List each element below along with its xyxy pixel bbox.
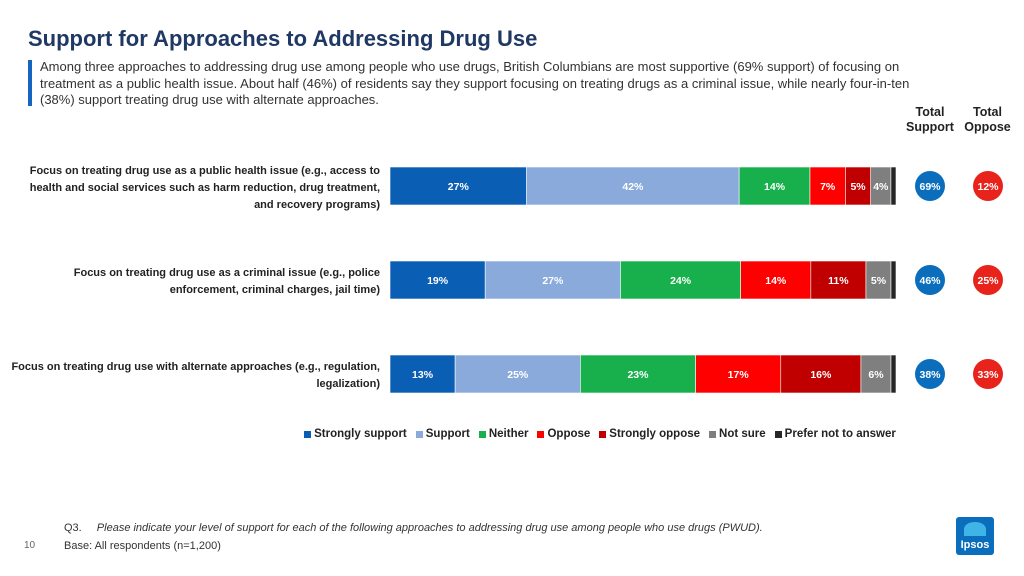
- legend-item-support: Support: [415, 428, 470, 440]
- question-footnote: Q3. Please indicate your level of suppor…: [64, 522, 763, 534]
- legend-label-strongly-support: Strongly support: [314, 428, 407, 440]
- bar-alternate-strongly-oppose: [780, 354, 862, 394]
- row-label-public-health: Focus on treating drug use as a public h…: [29, 165, 380, 211]
- bar-label-alternate-support: 25%: [507, 369, 529, 381]
- legend-swatch-strongly-oppose: [599, 430, 607, 438]
- bar-label-public-health-strongly-oppose: 5%: [850, 181, 866, 193]
- bar-label-criminal-strongly-support: 19%: [427, 275, 449, 287]
- total-support-value-public-health: 69%: [919, 181, 941, 193]
- legend-label-strongly-oppose: Strongly oppose: [609, 428, 701, 440]
- legend-item-strongly-oppose: Strongly oppose: [599, 428, 700, 440]
- legend-swatch-neither: [478, 430, 486, 438]
- chart-legend: Strongly support Support Neither Oppose Stro…: [300, 428, 900, 440]
- legend-label-support: Support: [425, 428, 470, 440]
- accent-bar: [28, 60, 32, 106]
- bar-criminal-prefer-not-to-answer: [890, 260, 897, 300]
- page-subtitle: Among three approaches to addressing dru…: [40, 59, 910, 107]
- total-oppose-circle-alternate: [973, 359, 1003, 389]
- bar-criminal-support: [484, 260, 621, 300]
- bar-public-health-strongly-support: [389, 166, 527, 206]
- bar-alternate-not-sure: [860, 354, 892, 394]
- legend-label-oppose: Oppose: [547, 428, 591, 440]
- bar-label-public-health-support: 42%: [622, 181, 644, 193]
- legend-swatch-support: [415, 430, 423, 438]
- bar-label-criminal-neither: 24%: [670, 275, 692, 287]
- ipsos-logo: Ipsos: [956, 517, 994, 555]
- legend-item-neither: Neither: [478, 428, 529, 440]
- bar-label-criminal-not-sure: 5%: [871, 275, 887, 287]
- bar-criminal-strongly-support: [389, 260, 486, 300]
- bar-public-health-prefer-not-to-answer: [890, 166, 897, 206]
- bar-label-public-health-strongly-support: 27%: [448, 181, 470, 193]
- logo-text: Ipsos: [960, 539, 990, 551]
- bar-criminal-strongly-oppose: [810, 260, 867, 300]
- bar-label-criminal-strongly-oppose: 11%: [828, 275, 849, 287]
- bar-label-alternate-strongly-support: 13%: [412, 369, 434, 381]
- total-oppose-value-public-health: 12%: [977, 181, 999, 193]
- total-support-circle-criminal: [915, 265, 945, 295]
- page-number: 10: [24, 540, 36, 551]
- legend-swatch-oppose: [537, 430, 545, 438]
- total-oppose-value-criminal: 25%: [977, 275, 999, 287]
- page-title: Support for Approaches to Addressing Dru…: [28, 26, 538, 51]
- bar-alternate-neither: [580, 354, 696, 394]
- legend-item-not-sure: Not sure: [709, 428, 766, 440]
- bar-label-alternate-oppose: 17%: [728, 369, 750, 381]
- bar-label-criminal-oppose: 14%: [765, 275, 787, 287]
- legend-label-not-sure: Not sure: [719, 428, 766, 440]
- bar-label-alternate-neither: 23%: [627, 369, 649, 381]
- legend-swatch-prefer-not-to-answer: [774, 430, 782, 438]
- bar-label-public-health-oppose: 7%: [820, 181, 836, 193]
- legend-swatch-not-sure: [709, 430, 717, 438]
- legend-item-oppose: Oppose: [537, 428, 590, 440]
- bar-public-health-oppose: [809, 166, 846, 206]
- row-label-alternate: Focus on treating drug use with alternat…: [11, 361, 380, 390]
- legend-item-prefer-not-to-answer: Prefer not to answer: [774, 428, 896, 440]
- total-support-header: Total Support: [906, 105, 954, 134]
- bar-label-public-health-not-sure: 4%: [873, 181, 889, 193]
- row-label-criminal: Focus on treating drug use as a criminal…: [73, 267, 380, 296]
- total-support-circle-public-health: [915, 171, 945, 201]
- legend-label-prefer-not-to-answer: Prefer not to answer: [784, 428, 896, 440]
- bar-public-health-support: [526, 166, 740, 206]
- logo-leaf-icon: [964, 522, 986, 536]
- bar-label-criminal-support: 27%: [542, 275, 564, 287]
- total-support-value-alternate: 38%: [919, 369, 941, 381]
- bar-label-alternate-strongly-oppose: 16%: [810, 369, 832, 381]
- legend-item-strongly-support: Strongly support: [304, 428, 407, 440]
- bar-criminal-neither: [620, 260, 741, 300]
- total-oppose-value-alternate: 33%: [977, 369, 999, 381]
- legend-label-neither: Neither: [488, 428, 529, 440]
- base-footnote: Base: All respondents (n=1,200): [64, 540, 221, 552]
- bar-label-public-health-neither: 14%: [764, 181, 786, 193]
- total-oppose-circle-public-health: [973, 171, 1003, 201]
- total-oppose-circle-criminal: [973, 265, 1003, 295]
- bar-criminal-oppose: [740, 260, 812, 300]
- bar-label-alternate-not-sure: 6%: [868, 369, 884, 381]
- bar-criminal-not-sure: [865, 260, 892, 300]
- total-oppose-header: Total Oppose: [964, 105, 1011, 134]
- legend-swatch-strongly-support: [304, 430, 312, 438]
- question-text: Please indicate your level of support fo…: [96, 522, 763, 534]
- total-support-value-criminal: 46%: [919, 275, 941, 287]
- total-support-circle-alternate: [915, 359, 945, 389]
- question-label: Q3.: [64, 522, 82, 534]
- bar-alternate-prefer-not-to-answer: [890, 354, 897, 394]
